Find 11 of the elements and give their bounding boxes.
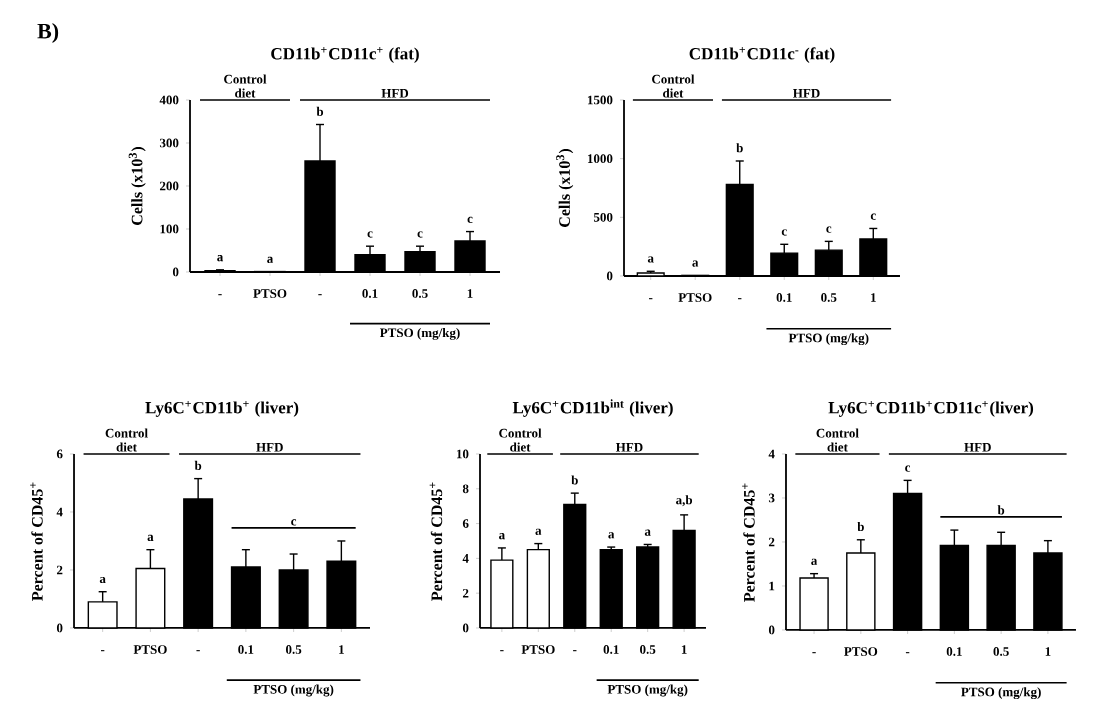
- chart-title: CD11b$^{+}$CD11c$^{+}$ (fat): [271, 46, 419, 63]
- y-axis-title: Cells (x10$^{3}$): [128, 146, 146, 225]
- chart-subtitle: B): [37, 23, 59, 43]
- chart-title: Ly6C$^{+}$CD11b$^{+}$ (liver): [145, 400, 299, 417]
- chart-title: CD11b$^{+}$CD11c$^{-}$ (fat): [689, 46, 835, 63]
- y-axis-title: Cells (x10$^{3}$): [556, 148, 574, 227]
- chart-title: Ly6C$^{+}$CD11b$^{+}$CD11c$^{+}$(liver): [828, 400, 1034, 417]
- chart-title: Ly6C$^{+}$CD11b$^{int}$ (liver): [512, 399, 673, 417]
- y-axis-title: Percent of CD45$^{+}$: [742, 483, 755, 602]
- y-axis-title: Percent of CD45$^{+}$: [429, 482, 443, 601]
- y-axis-title: Percent of CD45$^{+}$: [30, 482, 43, 601]
